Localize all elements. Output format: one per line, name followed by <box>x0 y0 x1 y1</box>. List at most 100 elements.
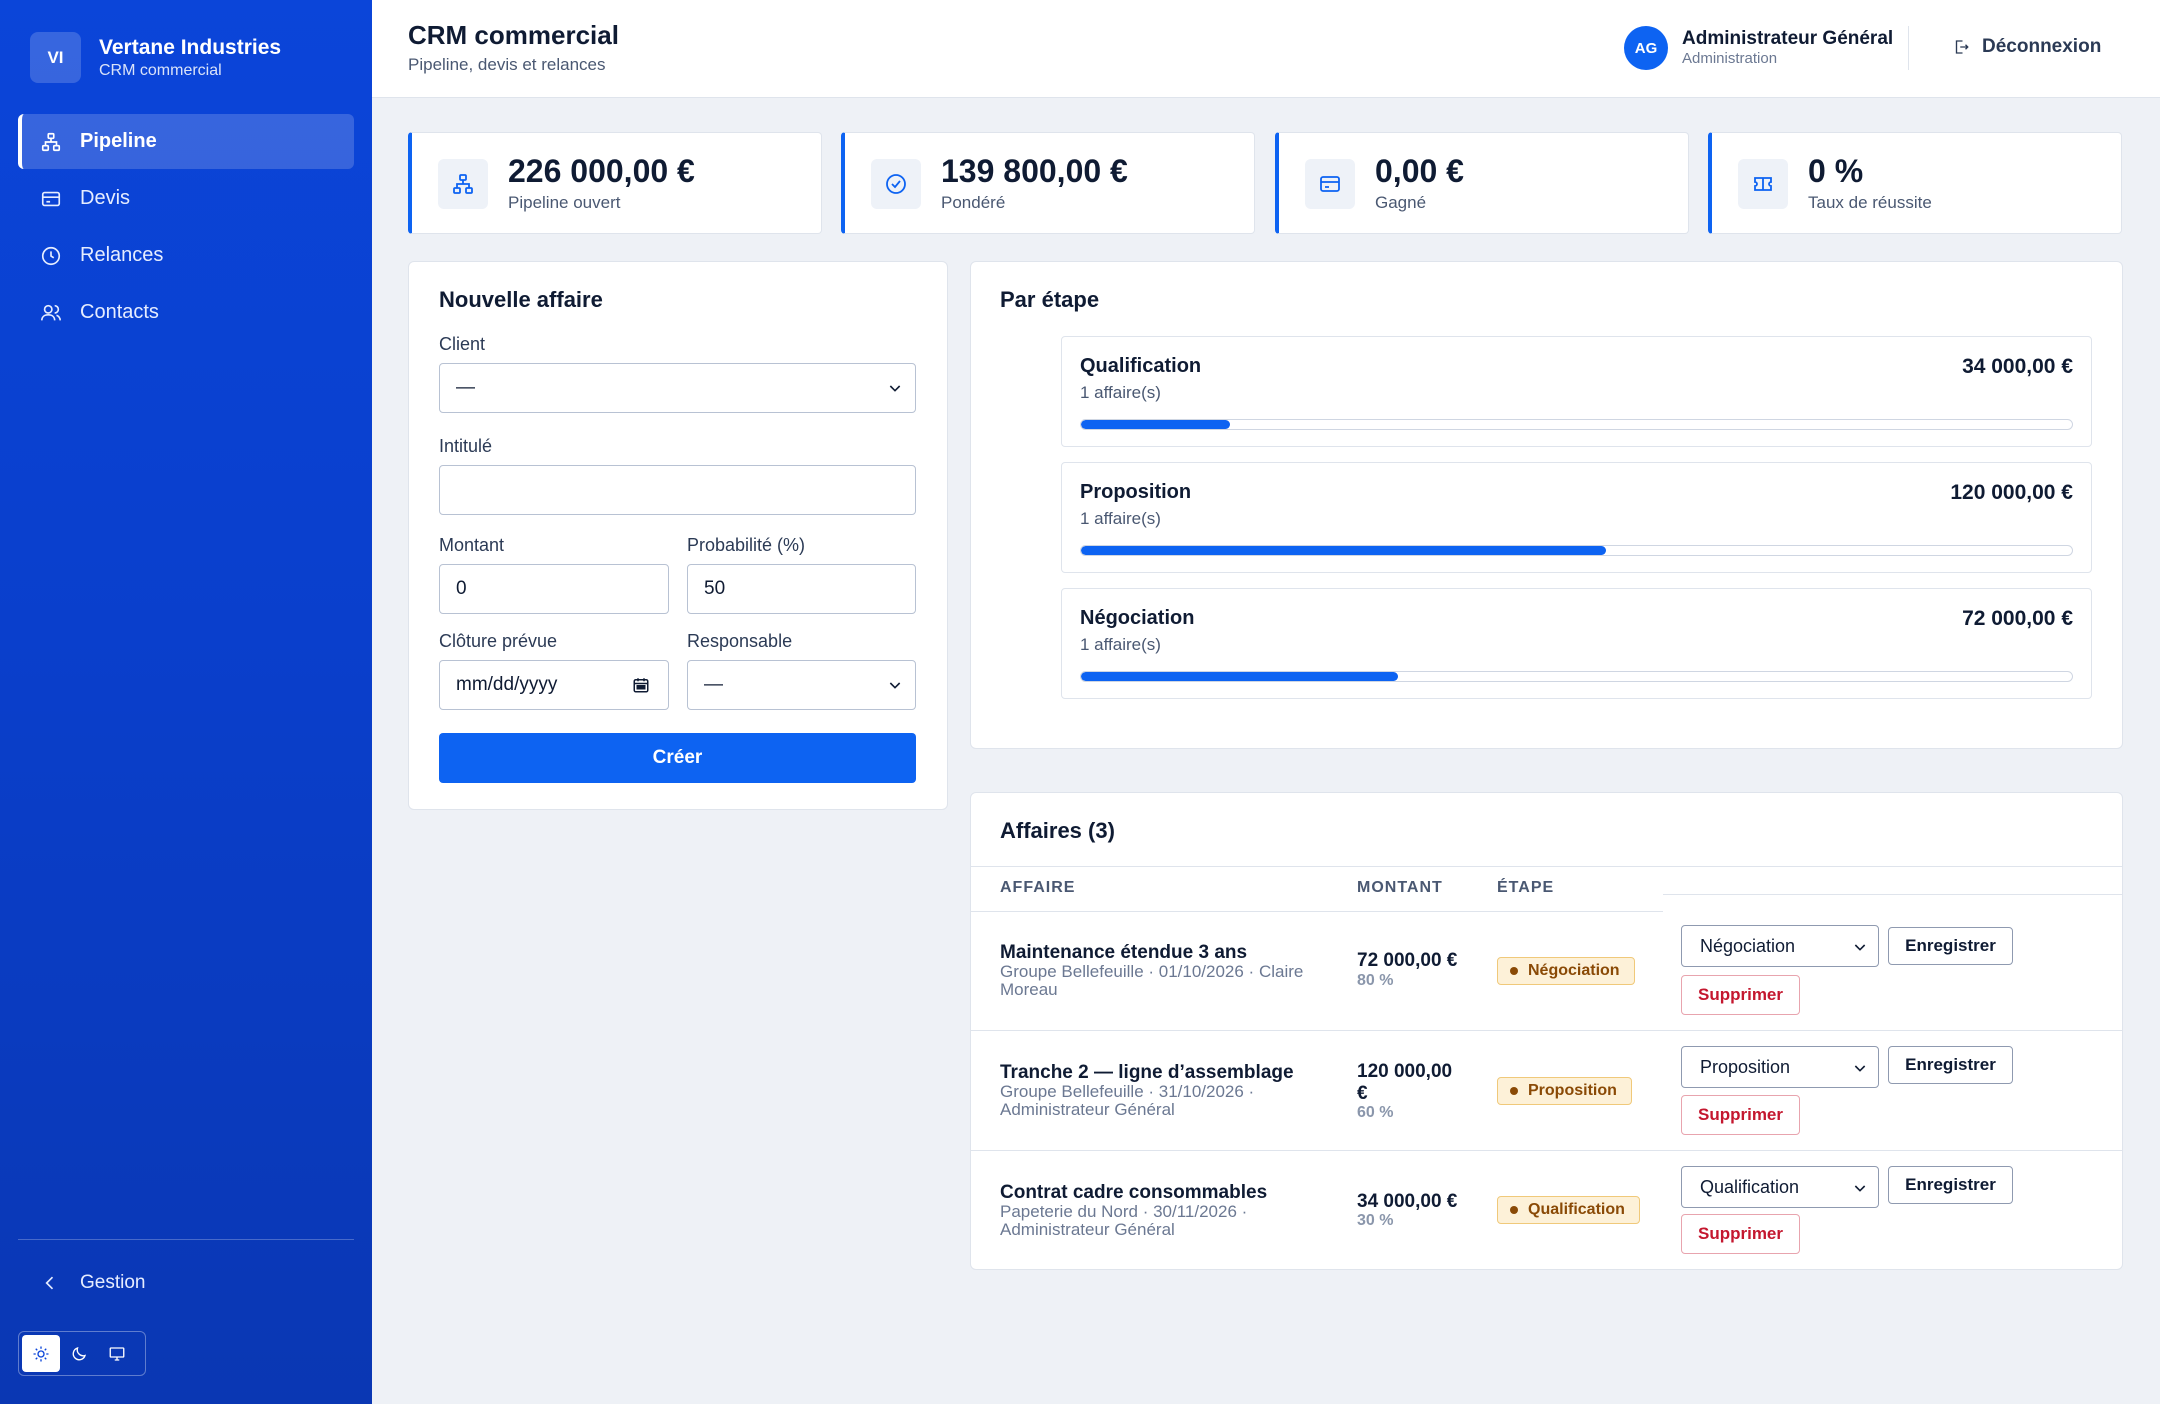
delete-button[interactable]: Supprimer <box>1681 1095 1800 1135</box>
stage-name: Proposition <box>1080 481 1192 503</box>
stage-badge: Qualification <box>1497 1196 1640 1224</box>
cloture-date-input[interactable]: mm/dd/yyyy <box>439 660 669 710</box>
save-button[interactable]: Enregistrer <box>1888 1166 2013 1204</box>
stage-select[interactable]: Négociation <box>1681 925 1879 967</box>
stage-progress-track <box>1080 545 2073 556</box>
stage-progress-fill <box>1081 546 1607 555</box>
stage-count: 1 affaire(s) <box>1080 509 1161 528</box>
users-icon <box>41 304 61 320</box>
sidebar-item-label: Relances <box>80 244 164 266</box>
kpi-label: Pipeline ouvert <box>508 193 621 212</box>
probabilite-input[interactable]: 50 <box>687 564 916 614</box>
sun-icon <box>33 1346 49 1361</box>
stage-amount: 120 000,00 € <box>1950 481 2073 504</box>
pipeline-icon <box>41 132 61 151</box>
deal-meta: Papeterie du Nord · 30/11/2026 · Adminis… <box>1000 1202 1248 1239</box>
deal-probability: 60 % <box>1357 1104 1394 1121</box>
montant-value: 0 <box>456 578 467 599</box>
stage-select[interactable]: Proposition <box>1681 1046 1879 1088</box>
deal-title: Tranche 2 — ligne d’assemblage <box>1000 1062 1294 1083</box>
stage-select-value: Proposition <box>1700 1056 1791 1077</box>
delete-button[interactable]: Supprimer <box>1681 1214 1800 1254</box>
table-actions-border <box>1663 894 2122 895</box>
stage-progress-track <box>1080 419 2073 430</box>
stages-title: Par étape <box>1000 287 1100 312</box>
sidebar: VI Vertane Industries CRM commercial Pip… <box>0 0 372 1404</box>
kpi-value: 0 % <box>1808 153 1864 189</box>
deal-amount: 34 000,00 € <box>1357 1191 1458 1212</box>
chevron-down-icon <box>889 682 901 689</box>
deal-amount: 72 000,00 € <box>1357 950 1458 971</box>
card-icon <box>41 191 61 206</box>
card-icon <box>1320 176 1340 192</box>
check-circle-icon <box>886 174 906 194</box>
deals-title: Affaires (3) <box>1000 818 1115 843</box>
brand[interactable]: VI Vertane Industries CRM commercial <box>30 32 281 83</box>
montant-input[interactable]: 0 <box>439 564 669 614</box>
theme-dark-button[interactable] <box>60 1335 98 1372</box>
sidebar-item-label: Devis <box>80 187 131 209</box>
column-header-affaire: AFFAIRE <box>1000 879 1076 896</box>
stage-progress-fill <box>1081 420 1230 429</box>
sidebar-nav: Pipeline Devis Relances Contacts <box>18 114 354 342</box>
stage-badge-label: Qualification <box>1528 1201 1625 1218</box>
stage-count: 1 affaire(s) <box>1080 383 1161 402</box>
stage-count: 1 affaire(s) <box>1080 635 1161 654</box>
theme-system-button[interactable] <box>98 1335 136 1372</box>
kpi-label: Gagné <box>1375 193 1427 212</box>
client-select-value: — <box>456 377 475 398</box>
save-button[interactable]: Enregistrer <box>1888 1046 2013 1084</box>
sidebar-item-pipeline[interactable]: Pipeline <box>18 114 354 169</box>
responsable-select-value: — <box>704 674 723 695</box>
user-menu[interactable]: AG Administrateur Général Administration <box>1624 26 1893 70</box>
new-deal-title: Nouvelle affaire <box>439 287 603 312</box>
user-name: Administrateur Général <box>1682 28 1894 49</box>
chevron-left-icon <box>45 1276 54 1290</box>
chevron-down-icon <box>1854 944 1866 951</box>
logout-icon <box>1955 40 1969 54</box>
theme-switch <box>18 1331 146 1376</box>
sidebar-back-gestion[interactable]: Gestion <box>40 1272 145 1294</box>
kpi-taux-reussite: 0 % Taux de réussite <box>1708 132 2122 234</box>
save-button[interactable]: Enregistrer <box>1888 927 2013 965</box>
logout-button[interactable]: Déconnexion <box>1952 36 2101 58</box>
stage-amount: 34 000,00 € <box>1962 355 2073 378</box>
intitule-input[interactable] <box>439 465 916 515</box>
chevron-down-icon <box>889 385 901 392</box>
kpi-pondere: 139 800,00 € Pondéré <box>841 132 1255 234</box>
stage-badge-label: Proposition <box>1528 1082 1617 1099</box>
stage-select[interactable]: Qualification <box>1681 1166 1879 1208</box>
stage-badge: Négociation <box>1497 957 1635 985</box>
probabilite-label: Probabilité (%) <box>687 535 806 555</box>
sidebar-divider <box>18 1239 354 1240</box>
delete-button[interactable]: Supprimer <box>1681 975 1800 1015</box>
sidebar-item-relances[interactable]: Relances <box>18 228 354 283</box>
stage-name: Négociation <box>1080 607 1195 629</box>
stage-select-value: Qualification <box>1700 1176 1800 1197</box>
stage-card-negociation: Négociation 1 affaire(s) 72 000,00 € <box>1061 588 2092 699</box>
sidebar-item-contacts[interactable]: Contacts <box>18 285 354 340</box>
client-select[interactable]: — <box>439 363 916 413</box>
theme-light-button[interactable] <box>22 1335 60 1372</box>
deal-title: Contrat cadre consommables <box>1000 1182 1268 1203</box>
stage-card-qualification: Qualification 1 affaire(s) 34 000,00 € <box>1061 336 2092 447</box>
calendar-icon[interactable] <box>632 676 650 694</box>
stage-progress-fill <box>1081 672 1399 681</box>
sidebar-item-label: Pipeline <box>80 130 157 152</box>
page-subtitle: Pipeline, devis et relances <box>408 55 606 74</box>
sidebar-item-devis[interactable]: Devis <box>18 171 354 226</box>
brand-subtitle: CRM commercial <box>99 61 222 79</box>
responsable-label: Responsable <box>687 631 793 651</box>
header-divider <box>1908 26 1909 70</box>
top-header: CRM commercial Pipeline, devis et relanc… <box>372 0 2160 98</box>
responsable-select[interactable]: — <box>687 660 916 710</box>
cloture-label: Clôture prévue <box>439 631 558 651</box>
deal-probability: 80 % <box>1357 972 1394 989</box>
intitule-label: Intitulé <box>439 436 493 456</box>
stage-badge-label: Négociation <box>1528 962 1620 979</box>
kpi-label: Pondéré <box>941 193 1006 212</box>
create-deal-button[interactable]: Créer <box>439 733 916 783</box>
page-title: CRM commercial <box>408 20 619 50</box>
client-label: Client <box>439 334 486 354</box>
chevron-down-icon <box>1854 1065 1866 1072</box>
